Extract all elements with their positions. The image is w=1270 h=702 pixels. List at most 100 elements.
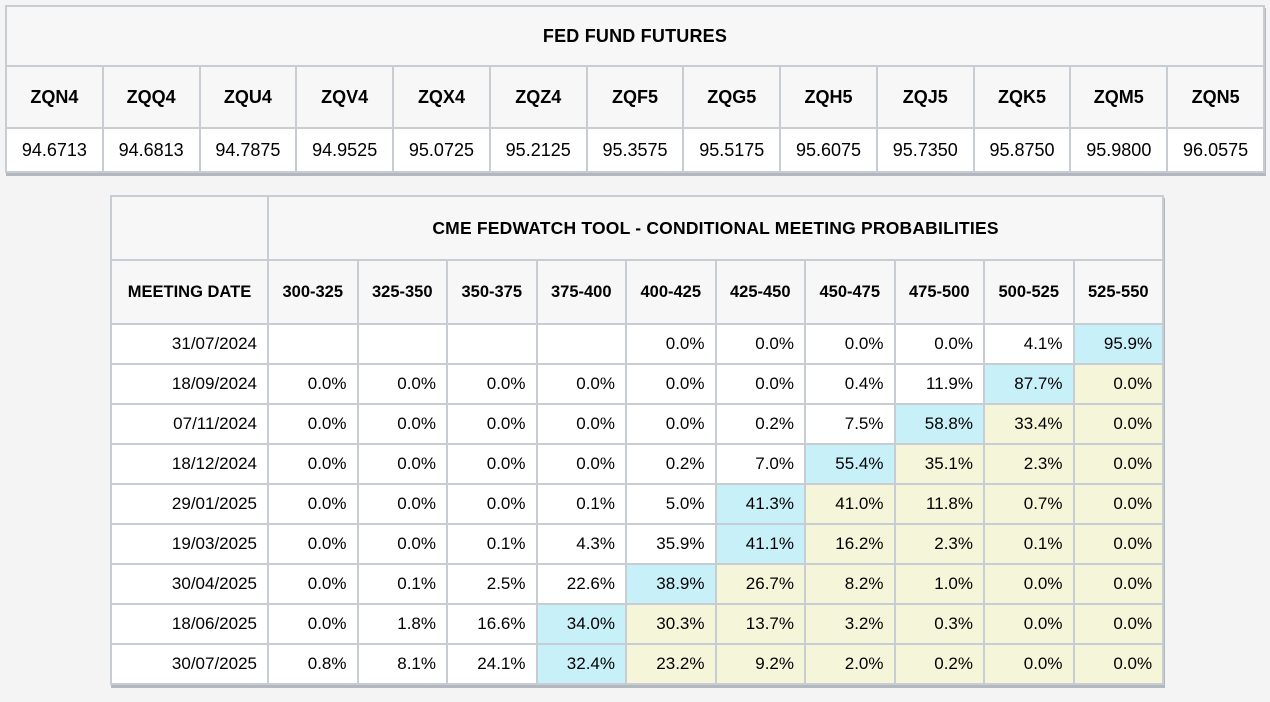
contract-header-zqn4: ZQN4	[5, 65, 104, 129]
meeting-date: 30/04/2025	[110, 563, 269, 605]
probability-cell: 41.1%	[714, 523, 806, 565]
meeting-date-header: MEETING DATE	[110, 259, 269, 325]
rate-range-header-450-475: 450-475	[804, 259, 896, 325]
probability-cell: 0.0%	[1072, 483, 1165, 525]
futures-table-title: FED FUND FUTURES	[5, 5, 1265, 67]
meeting-row: 07/11/2024 0.0% 0.0% 0.0% 0.0% 0.0% 0.2% 7.5% 58…	[110, 403, 1165, 445]
futures-title-row: FED FUND FUTURES	[5, 5, 1265, 67]
rate-range-header-475-500: 475-500	[893, 259, 985, 325]
probability-cell: 0.0%	[625, 403, 717, 445]
contract-price-zqk5: 95.8750	[972, 127, 1072, 173]
probability-cell: 0.0%	[1072, 403, 1165, 445]
probability-cell: 8.1%	[356, 643, 448, 685]
probability-cell: 0.2%	[625, 443, 717, 485]
probability-cell: 0.1%	[356, 563, 448, 605]
probability-cell: 22.6%	[535, 563, 627, 605]
probability-cell: 0.3%	[893, 603, 985, 645]
probability-cell: 0.0%	[1072, 523, 1165, 565]
meeting-date: 30/07/2025	[110, 643, 269, 685]
probability-cell: 0.0%	[1072, 363, 1165, 405]
probability-cell: 4.1%	[983, 323, 1075, 365]
probability-cell: 35.1%	[893, 443, 985, 485]
probability-cell: 0.0%	[267, 523, 359, 565]
probability-cell	[356, 323, 448, 365]
probability-cell: 11.9%	[893, 363, 985, 405]
rate-range-header-375-400: 375-400	[535, 259, 627, 325]
probability-cell: 0.0%	[446, 403, 538, 445]
probability-cell: 0.1%	[535, 483, 627, 525]
probability-cell: 0.0%	[267, 363, 359, 405]
rate-range-header-300-325: 300-325	[267, 259, 359, 325]
meeting-row: 30/04/2025 0.0% 0.1% 2.5% 22.6% 38.9% 26.7% 8.2…	[110, 563, 1165, 605]
probability-cell: 4.3%	[535, 523, 627, 565]
probability-cell: 9.2%	[714, 643, 806, 685]
contract-price-zqx4: 95.0725	[392, 127, 491, 173]
meeting-date: 29/01/2025	[110, 483, 269, 525]
contract-price-zqz4: 95.2125	[488, 127, 588, 173]
probability-cell: 0.0%	[267, 443, 359, 485]
rate-range-header-425-450: 425-450	[714, 259, 806, 325]
rate-range-header-350-375: 350-375	[446, 259, 538, 325]
probability-cell: 0.0%	[1072, 643, 1165, 685]
probability-cell: 0.8%	[267, 643, 359, 685]
contract-price-zqm5: 95.9800	[1069, 127, 1169, 173]
fedwatch-header-row: MEETING DATE 300-325 325-350 350-375 375-40…	[110, 259, 1165, 325]
meeting-date: 18/06/2025	[110, 603, 269, 645]
probability-cell: 2.0%	[804, 643, 896, 685]
probability-cell: 0.0%	[356, 363, 448, 405]
fed-fund-futures-table: FED FUND FUTURES ZQN4 ZQQ4 ZQU4 ZQV4 ZQX4 ZQZ…	[5, 5, 1265, 173]
probability-cell: 2.3%	[983, 443, 1075, 485]
rate-range-header-500-525: 500-525	[983, 259, 1075, 325]
fedwatch-table: CME FEDWATCH TOOL - CONDITIONAL MEETING …	[110, 195, 1165, 685]
probability-cell: 41.0%	[804, 483, 896, 525]
contract-price-zqu4: 94.7875	[198, 127, 298, 173]
probability-cell: 23.2%	[625, 643, 717, 685]
probability-cell: 58.8%	[893, 403, 985, 445]
probability-cell: 1.8%	[356, 603, 448, 645]
probability-cell: 0.0%	[267, 483, 359, 525]
probability-cell: 0.0%	[804, 323, 896, 365]
probability-cell: 87.7%	[983, 363, 1075, 405]
contract-header-zqn5: ZQN5	[1166, 65, 1265, 129]
meeting-date: 19/03/2025	[110, 523, 269, 565]
probability-cell: 7.0%	[714, 443, 806, 485]
contract-price-zqg5: 95.5175	[682, 127, 782, 173]
probability-cell: 0.0%	[356, 443, 448, 485]
contract-header-zqv4: ZQV4	[295, 65, 395, 129]
probability-cell: 0.0%	[625, 363, 717, 405]
probability-cell: 3.2%	[804, 603, 896, 645]
meeting-date: 31/07/2024	[110, 323, 269, 365]
futures-contract-header-row: ZQN4 ZQQ4 ZQU4 ZQV4 ZQX4 ZQZ4 ZQF5 ZQG5 ZQH5 ZQJ5…	[5, 65, 1265, 129]
probability-cell: 0.7%	[983, 483, 1075, 525]
rate-range-header-400-425: 400-425	[625, 259, 717, 325]
probability-cell: 2.3%	[893, 523, 985, 565]
probability-cell: 8.2%	[804, 563, 896, 605]
probability-cell: 0.0%	[1072, 563, 1165, 605]
contract-header-zqz4: ZQZ4	[488, 65, 588, 129]
probability-cell: 7.5%	[804, 403, 896, 445]
fedwatch-corner-cell	[110, 195, 269, 261]
contract-price-zqv4: 94.9525	[295, 127, 395, 173]
probability-cell: 0.0%	[446, 483, 538, 525]
probability-cell: 24.1%	[446, 643, 538, 685]
meeting-row: 18/09/2024 0.0% 0.0% 0.0% 0.0% 0.0% 0.0% 0.4% 11…	[110, 363, 1165, 405]
contract-header-zqg5: ZQG5	[682, 65, 782, 129]
probability-cell: 2.5%	[446, 563, 538, 605]
probability-cell: 26.7%	[714, 563, 806, 605]
probability-cell	[446, 323, 538, 365]
probability-cell	[535, 323, 627, 365]
probability-cell: 0.0%	[983, 643, 1075, 685]
contract-header-zqu4: ZQU4	[198, 65, 298, 129]
probability-cell: 55.4%	[804, 443, 896, 485]
probability-cell: 0.0%	[714, 363, 806, 405]
probability-cell: 32.4%	[535, 643, 627, 685]
probability-cell: 0.0%	[356, 403, 448, 445]
probability-cell: 0.1%	[983, 523, 1075, 565]
fedwatch-table-title: CME FEDWATCH TOOL - CONDITIONAL MEETING …	[266, 195, 1165, 261]
contract-header-zqq4: ZQQ4	[101, 65, 201, 129]
probability-cell: 0.0%	[535, 443, 627, 485]
meeting-row: 19/03/2025 0.0% 0.0% 0.1% 4.3% 35.9% 41.1% 16.2…	[110, 523, 1165, 565]
probability-cell: 0.0%	[983, 603, 1075, 645]
contract-header-zqh5: ZQH5	[779, 65, 878, 129]
probability-cell: 13.7%	[714, 603, 806, 645]
